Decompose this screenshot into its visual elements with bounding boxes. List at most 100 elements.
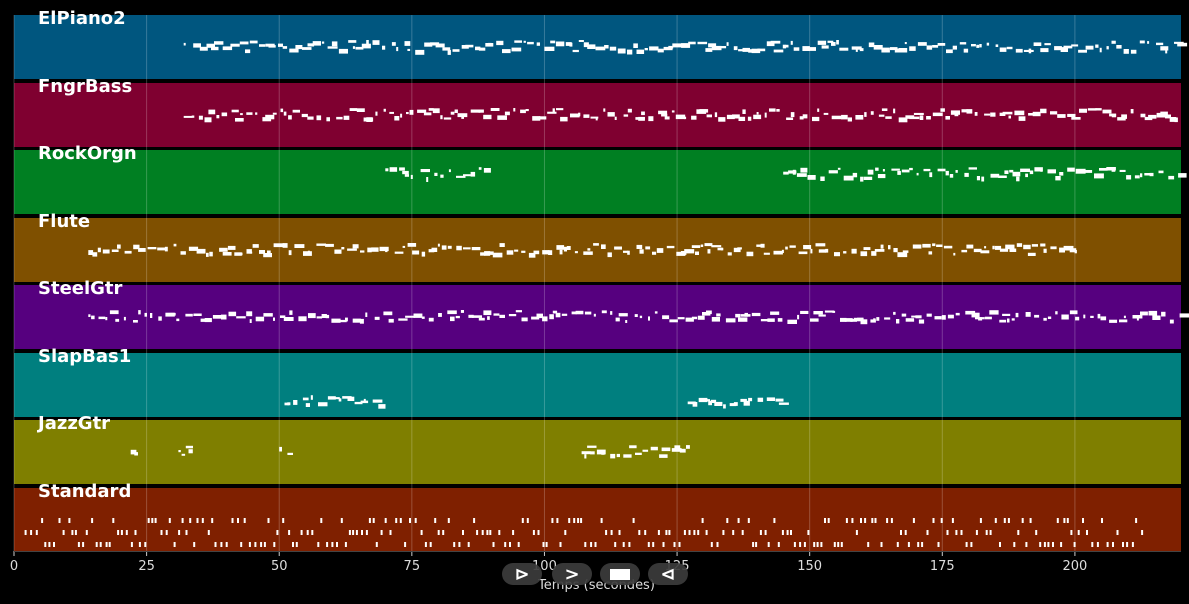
note bbox=[1165, 114, 1171, 119]
note bbox=[793, 542, 796, 547]
note bbox=[240, 252, 243, 256]
note bbox=[35, 530, 38, 535]
note bbox=[783, 171, 789, 175]
note bbox=[803, 542, 806, 547]
note bbox=[932, 45, 939, 48]
note bbox=[671, 110, 675, 113]
note bbox=[406, 112, 409, 115]
note bbox=[623, 454, 632, 458]
note bbox=[537, 530, 540, 535]
note bbox=[831, 115, 842, 120]
note bbox=[514, 40, 522, 43]
note bbox=[1044, 43, 1051, 46]
note bbox=[981, 176, 985, 182]
note bbox=[807, 175, 816, 180]
note bbox=[273, 243, 284, 248]
note bbox=[556, 108, 564, 111]
note bbox=[421, 316, 425, 319]
note bbox=[1099, 168, 1108, 171]
note bbox=[980, 250, 990, 254]
note bbox=[249, 40, 258, 44]
note bbox=[301, 47, 312, 50]
note bbox=[855, 115, 864, 120]
note bbox=[691, 316, 698, 320]
note bbox=[440, 174, 444, 178]
note bbox=[325, 243, 334, 247]
note bbox=[259, 250, 265, 254]
track-label: Flute bbox=[38, 211, 91, 232]
note bbox=[847, 117, 852, 122]
forward-button[interactable]: > bbox=[552, 563, 592, 585]
note bbox=[786, 117, 794, 120]
note bbox=[1169, 117, 1177, 122]
note bbox=[173, 542, 176, 547]
note bbox=[708, 43, 717, 48]
note bbox=[282, 46, 288, 49]
note bbox=[971, 44, 976, 47]
note bbox=[463, 247, 471, 250]
note bbox=[573, 518, 576, 523]
note bbox=[1085, 45, 1094, 50]
note bbox=[587, 44, 596, 49]
note bbox=[610, 530, 613, 535]
note bbox=[276, 530, 279, 535]
note bbox=[312, 41, 321, 46]
note bbox=[644, 48, 648, 51]
note bbox=[970, 542, 973, 547]
note bbox=[1086, 530, 1088, 535]
note bbox=[183, 115, 193, 118]
note bbox=[1174, 117, 1178, 123]
note bbox=[901, 169, 910, 173]
note bbox=[810, 318, 819, 322]
note bbox=[1047, 169, 1056, 174]
note bbox=[587, 445, 597, 448]
note bbox=[417, 109, 427, 113]
note bbox=[565, 42, 572, 46]
note bbox=[652, 251, 657, 255]
note bbox=[1007, 518, 1010, 523]
note bbox=[778, 402, 789, 405]
note bbox=[773, 49, 784, 53]
note bbox=[201, 518, 204, 523]
note bbox=[483, 114, 492, 120]
note bbox=[966, 244, 974, 249]
note bbox=[668, 45, 674, 49]
note bbox=[405, 315, 416, 318]
note bbox=[181, 518, 184, 523]
play-button[interactable]: ⊳ bbox=[502, 563, 542, 585]
note bbox=[391, 42, 396, 46]
note bbox=[818, 314, 826, 317]
note bbox=[394, 116, 400, 121]
note bbox=[880, 542, 883, 547]
note bbox=[934, 316, 942, 320]
note bbox=[868, 42, 875, 48]
note bbox=[395, 518, 398, 523]
note bbox=[424, 542, 427, 547]
note bbox=[1017, 530, 1020, 535]
playback-controls: ⊳ > ⊲ bbox=[502, 563, 692, 587]
note bbox=[1056, 518, 1059, 523]
note bbox=[1055, 311, 1058, 315]
note bbox=[1025, 542, 1028, 547]
note bbox=[528, 252, 536, 258]
note bbox=[992, 245, 995, 250]
note bbox=[456, 245, 462, 251]
note bbox=[664, 116, 670, 120]
rewind-button[interactable]: ⊲ bbox=[648, 563, 688, 585]
note bbox=[1165, 49, 1168, 54]
stop-button[interactable] bbox=[600, 563, 640, 585]
note bbox=[622, 542, 625, 547]
note bbox=[845, 318, 853, 322]
note bbox=[580, 518, 583, 523]
note bbox=[886, 518, 889, 523]
note bbox=[1034, 167, 1043, 172]
note bbox=[716, 313, 721, 317]
note bbox=[288, 115, 292, 120]
note bbox=[790, 40, 793, 45]
note bbox=[823, 112, 829, 115]
note bbox=[896, 319, 900, 324]
note bbox=[98, 316, 106, 320]
note bbox=[978, 317, 983, 321]
note bbox=[348, 40, 357, 43]
note bbox=[1015, 48, 1023, 53]
